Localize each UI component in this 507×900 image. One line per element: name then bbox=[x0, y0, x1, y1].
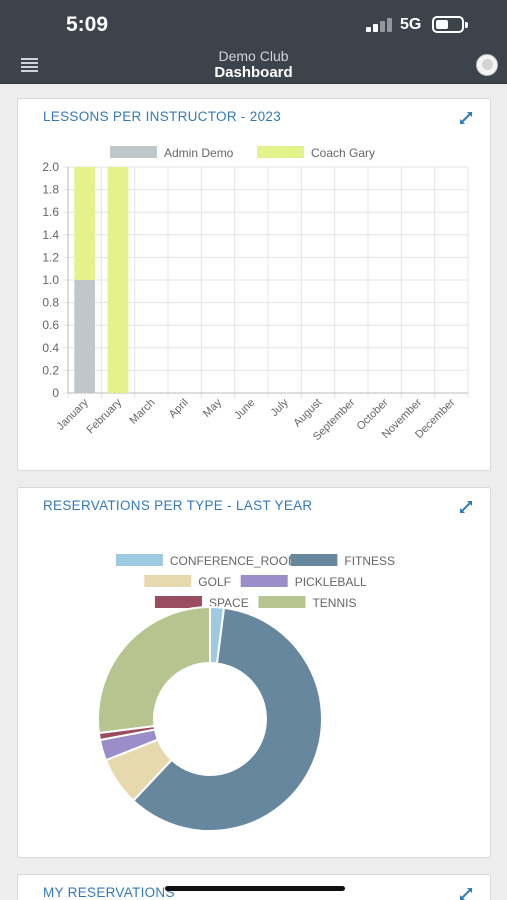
status-time: 5:09 bbox=[66, 13, 109, 36]
y-tick-label: 2.0 bbox=[42, 160, 59, 174]
legend-swatch bbox=[258, 596, 306, 608]
expand-icon[interactable] bbox=[458, 886, 474, 900]
lessons-card-title: LESSONS PER INSTRUCTOR - 2023 bbox=[43, 109, 282, 124]
y-tick-label: 1.6 bbox=[42, 205, 59, 219]
bar-segment bbox=[107, 167, 129, 393]
legend-swatch bbox=[257, 146, 304, 158]
y-tick-label: 1.0 bbox=[42, 273, 59, 287]
y-tick-label: 0.8 bbox=[42, 296, 59, 310]
legend-swatch bbox=[154, 596, 202, 608]
user-avatar[interactable] bbox=[476, 54, 498, 76]
x-tick-label: June bbox=[232, 397, 257, 422]
expand-icon[interactable] bbox=[458, 110, 474, 126]
legend-swatch bbox=[240, 575, 288, 587]
y-tick-label: 1.2 bbox=[42, 250, 59, 264]
y-tick-label: 0.6 bbox=[42, 318, 59, 332]
lessons-card: LESSONS PER INSTRUCTOR - 2023 Admin Demo… bbox=[17, 98, 491, 471]
legend-swatch bbox=[144, 575, 192, 587]
x-tick-label: May bbox=[201, 396, 225, 420]
y-tick-label: 1.4 bbox=[42, 228, 59, 242]
list-menu-icon[interactable] bbox=[21, 58, 38, 72]
legend-swatch bbox=[115, 554, 163, 566]
legend-label: FITNESS bbox=[344, 554, 395, 568]
status-bar: 5:09 5G bbox=[0, 0, 507, 46]
legend-label: Admin Demo bbox=[164, 146, 234, 160]
my-reservations-card-title: MY RESERVATIONS bbox=[43, 885, 175, 900]
reservations-card: RESERVATIONS PER TYPE - LAST YEAR CONFER… bbox=[17, 487, 491, 858]
legend-label: GOLF bbox=[198, 575, 231, 589]
legend-label: CONFERENCE_ROOM bbox=[170, 554, 298, 568]
page-title: Dashboard bbox=[214, 64, 293, 81]
nav-bar: Demo Club Dashboard bbox=[0, 46, 507, 84]
bar-segment bbox=[74, 280, 95, 393]
y-tick-label: 1.8 bbox=[42, 183, 59, 197]
legend-label: PICKLEBALL bbox=[295, 575, 367, 589]
x-tick-label: February bbox=[85, 396, 125, 436]
signal-icon bbox=[366, 18, 392, 32]
y-tick-label: 0.2 bbox=[42, 363, 59, 377]
legend-label: TENNIS bbox=[312, 596, 356, 610]
network-type: 5G bbox=[400, 16, 422, 33]
expand-icon[interactable] bbox=[458, 499, 474, 515]
x-tick-label: August bbox=[291, 397, 324, 430]
x-tick-label: July bbox=[268, 396, 291, 419]
legend-label: Coach Gary bbox=[311, 146, 375, 160]
x-tick-label: March bbox=[127, 397, 157, 427]
bar-segment bbox=[74, 167, 95, 280]
x-tick-label: April bbox=[167, 397, 191, 421]
home-indicator[interactable] bbox=[165, 886, 345, 891]
donut-slice bbox=[131, 606, 323, 832]
legend-swatch bbox=[290, 554, 338, 566]
reservations-card-title: RESERVATIONS PER TYPE - LAST YEAR bbox=[43, 498, 313, 513]
y-tick-label: 0 bbox=[52, 386, 59, 400]
club-name: Demo Club bbox=[218, 48, 289, 64]
donut-slice bbox=[97, 605, 211, 735]
y-tick-label: 0.4 bbox=[42, 341, 59, 355]
battery-icon bbox=[432, 16, 468, 33]
legend-swatch bbox=[110, 146, 157, 158]
lessons-bar-chart: Admin Demo Coach Gary 0 0.2 0.4 0.6 0.8 1.0 1.2 1… bbox=[42, 146, 469, 443]
